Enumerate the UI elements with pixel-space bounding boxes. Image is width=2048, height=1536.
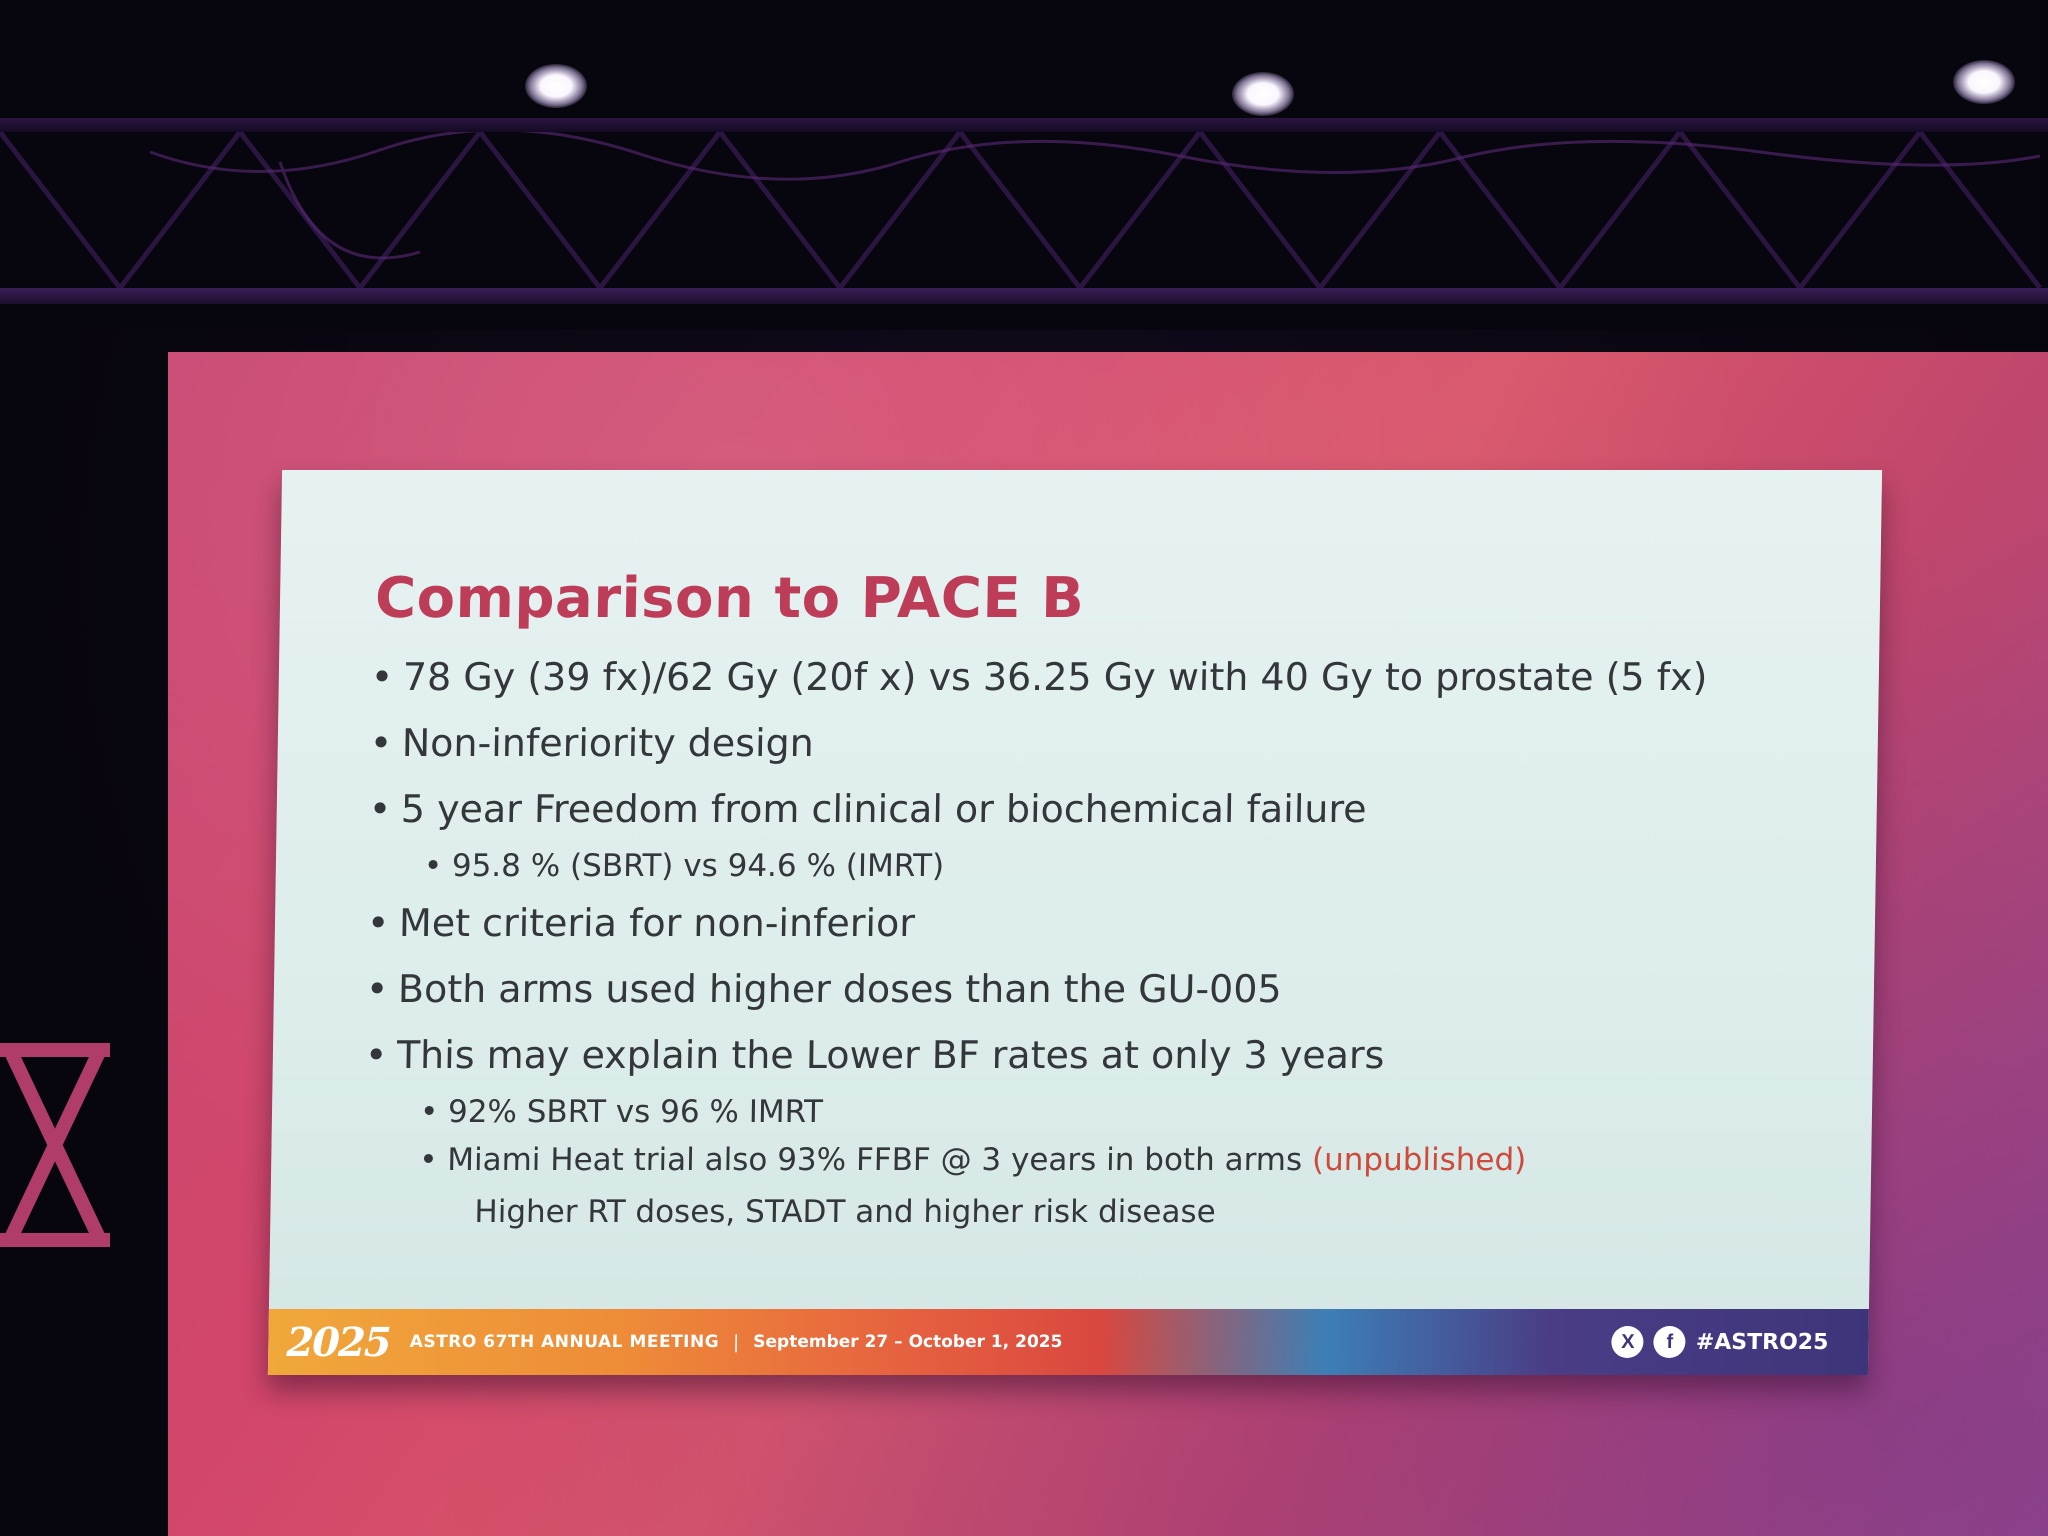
stage-spotlight	[1953, 60, 2015, 104]
meeting-dates: September 27 – October 1, 2025	[753, 1332, 1063, 1352]
presentation-slide: Comparison to PACE B 78 Gy (39 fx)/62 Gy…	[267, 470, 1883, 1375]
sub-bullet-sbrt-imrt: 92% SBRT vs 96 % IMRT	[420, 1092, 1845, 1132]
bullet-list: 78 Gy (39 fx)/62 Gy (20f x) vs 36.25 Gy …	[362, 654, 1851, 1246]
stage-spotlight	[525, 64, 587, 108]
lighting-truss-bottom	[0, 288, 2048, 304]
facebook-icon: f	[1653, 1326, 1687, 1358]
hashtag: #ASTRO25	[1695, 1329, 1829, 1355]
x-icon: X	[1611, 1326, 1645, 1358]
meeting-name: ASTRO 67TH ANNUAL MEETING	[409, 1332, 720, 1352]
sub-bullet-miami-heat: Miami Heat trial also 93% FFBF @ 3 years…	[418, 1140, 1843, 1232]
bullet-freedom-failure: 5 year Freedom from clinical or biochemi…	[368, 786, 1849, 832]
bullet-dose-comparison: 78 Gy (39 fx)/62 Gy (20f x) vs 36.25 Gy …	[370, 654, 1851, 700]
astro-2025-logo: 2025	[286, 1318, 391, 1366]
bullet-non-inferior: Met criteria for non-inferior	[367, 900, 1848, 946]
unpublished-note: (unpublished)	[1311, 1142, 1527, 1178]
stage-spotlight	[1232, 72, 1294, 116]
sub-bullet-continuation: Higher RT doses, STADT and higher risk d…	[474, 1194, 1217, 1230]
slide-footer-banner: 2025 ASTRO 67TH ANNUAL MEETING | Septemb…	[267, 1309, 1869, 1375]
bullet-lower-bf: This may explain the Lower BF rates at o…	[365, 1032, 1846, 1078]
lighting-truss-top	[0, 118, 2048, 132]
sub-bullet-freedom-result: 95.8 % (SBRT) vs 94.6 % (IMRT)	[424, 846, 1849, 886]
bullet-design: Non-inferiority design	[369, 720, 1850, 766]
slide-title: Comparison to PACE B	[374, 566, 1085, 631]
side-truss	[0, 1043, 110, 1247]
footer-separator: |	[732, 1331, 740, 1353]
footer-social: X f #ASTRO25	[1611, 1309, 1829, 1375]
bullet-higher-doses: Both arms used higher doses than the GU-…	[366, 966, 1847, 1012]
lighting-truss-web	[0, 132, 2042, 288]
